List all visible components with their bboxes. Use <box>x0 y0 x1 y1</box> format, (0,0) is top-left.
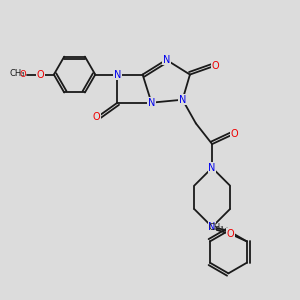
Text: O: O <box>230 129 238 139</box>
Text: CH₃: CH₃ <box>9 70 25 79</box>
Text: N: N <box>148 98 155 108</box>
Text: O: O <box>211 61 219 71</box>
Text: N: N <box>163 55 170 65</box>
Text: CH₃: CH₃ <box>208 223 224 232</box>
Text: N: N <box>179 95 186 105</box>
Text: N: N <box>208 163 216 173</box>
Text: O: O <box>37 70 44 80</box>
Text: N: N <box>114 70 121 80</box>
Text: O: O <box>227 229 234 239</box>
Text: N: N <box>208 222 216 232</box>
Text: O: O <box>19 70 26 79</box>
Text: O: O <box>93 112 100 122</box>
